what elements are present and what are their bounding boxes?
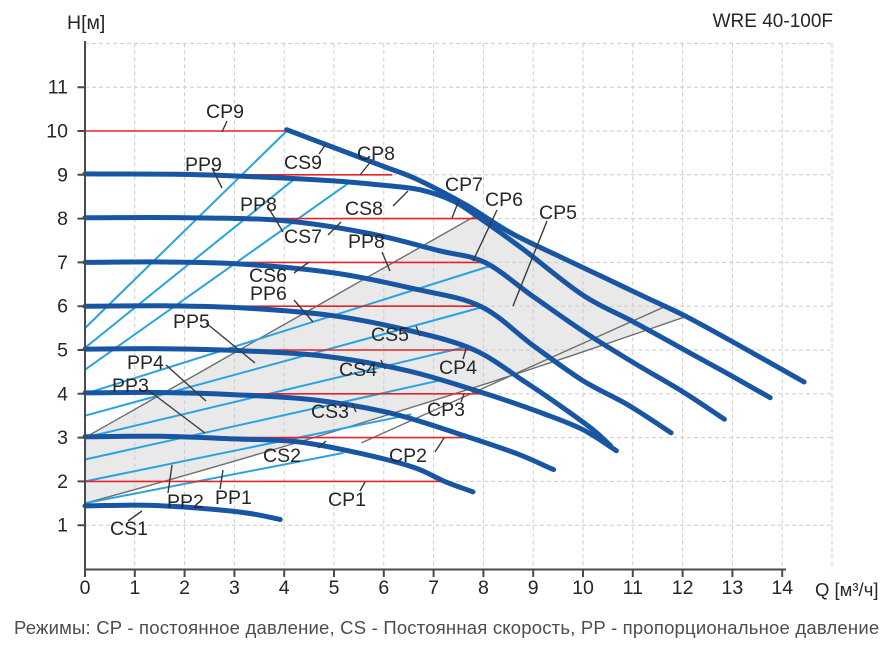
- svg-text:2: 2: [57, 471, 68, 493]
- svg-text:3: 3: [57, 427, 68, 449]
- svg-text:PP2: PP2: [167, 491, 204, 513]
- svg-text:CP2: CP2: [389, 445, 427, 467]
- svg-text:6: 6: [57, 296, 68, 318]
- svg-text:11: 11: [48, 77, 68, 99]
- svg-text:PP5: PP5: [173, 311, 210, 333]
- svg-text:11: 11: [623, 577, 643, 599]
- svg-text:7: 7: [57, 252, 68, 274]
- svg-text:5: 5: [57, 340, 68, 362]
- svg-text:5: 5: [329, 577, 340, 599]
- svg-text:PP8: PP8: [348, 231, 385, 253]
- svg-text:1: 1: [57, 515, 68, 537]
- svg-text:CS9: CS9: [284, 152, 322, 174]
- svg-text:1: 1: [129, 577, 140, 599]
- svg-text:CP7: CP7: [445, 174, 483, 196]
- svg-text:6: 6: [378, 577, 389, 599]
- svg-text:CS3: CS3: [311, 401, 349, 423]
- svg-text:Q [м³/ч]: Q [м³/ч]: [815, 579, 878, 600]
- svg-text:10: 10: [46, 121, 68, 143]
- svg-text:14: 14: [771, 577, 793, 599]
- svg-text:CS6: CS6: [249, 265, 287, 287]
- svg-text:10: 10: [572, 577, 594, 599]
- svg-text:0: 0: [80, 577, 91, 599]
- svg-text:9: 9: [528, 577, 539, 599]
- svg-text:4: 4: [279, 577, 290, 599]
- svg-text:Режимы: CP - постоянное давлен: Режимы: CP - постоянное давление, CS - П…: [14, 617, 879, 638]
- svg-text:8: 8: [57, 208, 68, 230]
- svg-text:CS1: CS1: [110, 518, 148, 540]
- svg-text:4: 4: [57, 383, 68, 405]
- svg-text:CP8: CP8: [357, 143, 395, 165]
- svg-text:CS5: CS5: [371, 324, 409, 346]
- svg-text:CS4: CS4: [339, 359, 377, 381]
- svg-text:CP6: CP6: [485, 189, 523, 211]
- svg-text:CS8: CS8: [345, 198, 383, 220]
- svg-text:CP5: CP5: [539, 202, 577, 224]
- svg-text:PP3: PP3: [112, 375, 149, 397]
- svg-text:H[м]: H[м]: [67, 12, 105, 34]
- svg-text:PP6: PP6: [250, 283, 287, 305]
- svg-text:CP3: CP3: [427, 399, 465, 421]
- svg-text:8: 8: [478, 577, 489, 599]
- svg-text:3: 3: [229, 577, 240, 599]
- svg-text:CS2: CS2: [263, 445, 301, 467]
- svg-text:WRE 40-100F: WRE 40-100F: [713, 11, 833, 32]
- svg-text:PP1: PP1: [215, 487, 252, 509]
- svg-text:7: 7: [428, 577, 439, 599]
- svg-text:CP9: CP9: [206, 101, 244, 123]
- svg-text:CS7: CS7: [284, 226, 322, 248]
- svg-text:CP4: CP4: [439, 357, 477, 379]
- svg-text:12: 12: [672, 577, 694, 599]
- svg-text:2: 2: [179, 577, 190, 599]
- svg-text:13: 13: [722, 577, 744, 599]
- svg-text:9: 9: [57, 164, 68, 186]
- svg-text:PP4: PP4: [127, 352, 164, 374]
- svg-text:PP9: PP9: [185, 154, 222, 176]
- svg-text:PP8: PP8: [240, 194, 277, 216]
- svg-text:CP1: CP1: [328, 489, 366, 511]
